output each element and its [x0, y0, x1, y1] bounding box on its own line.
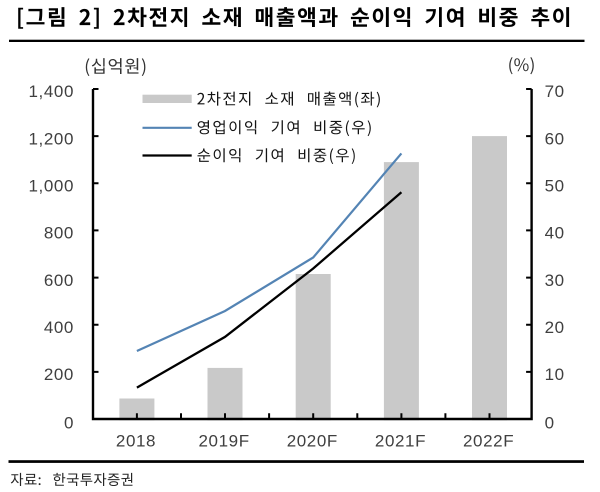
svg-text:600: 600	[44, 271, 74, 290]
svg-text:200: 200	[44, 365, 74, 384]
svg-text:400: 400	[44, 318, 74, 337]
svg-text:2020F: 2020F	[287, 432, 338, 451]
svg-text:50: 50	[545, 177, 565, 196]
svg-text:1,400: 1,400	[28, 82, 74, 101]
svg-text:2021F: 2021F	[375, 432, 426, 451]
svg-text:800: 800	[44, 224, 74, 243]
svg-text:1,000: 1,000	[28, 177, 74, 196]
svg-text:1,200: 1,200	[28, 129, 74, 148]
svg-text:2019F: 2019F	[198, 432, 249, 451]
svg-text:30: 30	[545, 271, 565, 290]
svg-text:0: 0	[545, 414, 555, 433]
svg-text:10: 10	[545, 365, 565, 384]
svg-text:60: 60	[545, 129, 565, 148]
svg-text:70: 70	[545, 82, 565, 101]
svg-text:2022F: 2022F	[463, 432, 514, 451]
svg-text:0: 0	[64, 414, 74, 433]
svg-text:2018: 2018	[116, 432, 156, 451]
svg-text:40: 40	[545, 224, 565, 243]
svg-text:20: 20	[545, 318, 565, 337]
